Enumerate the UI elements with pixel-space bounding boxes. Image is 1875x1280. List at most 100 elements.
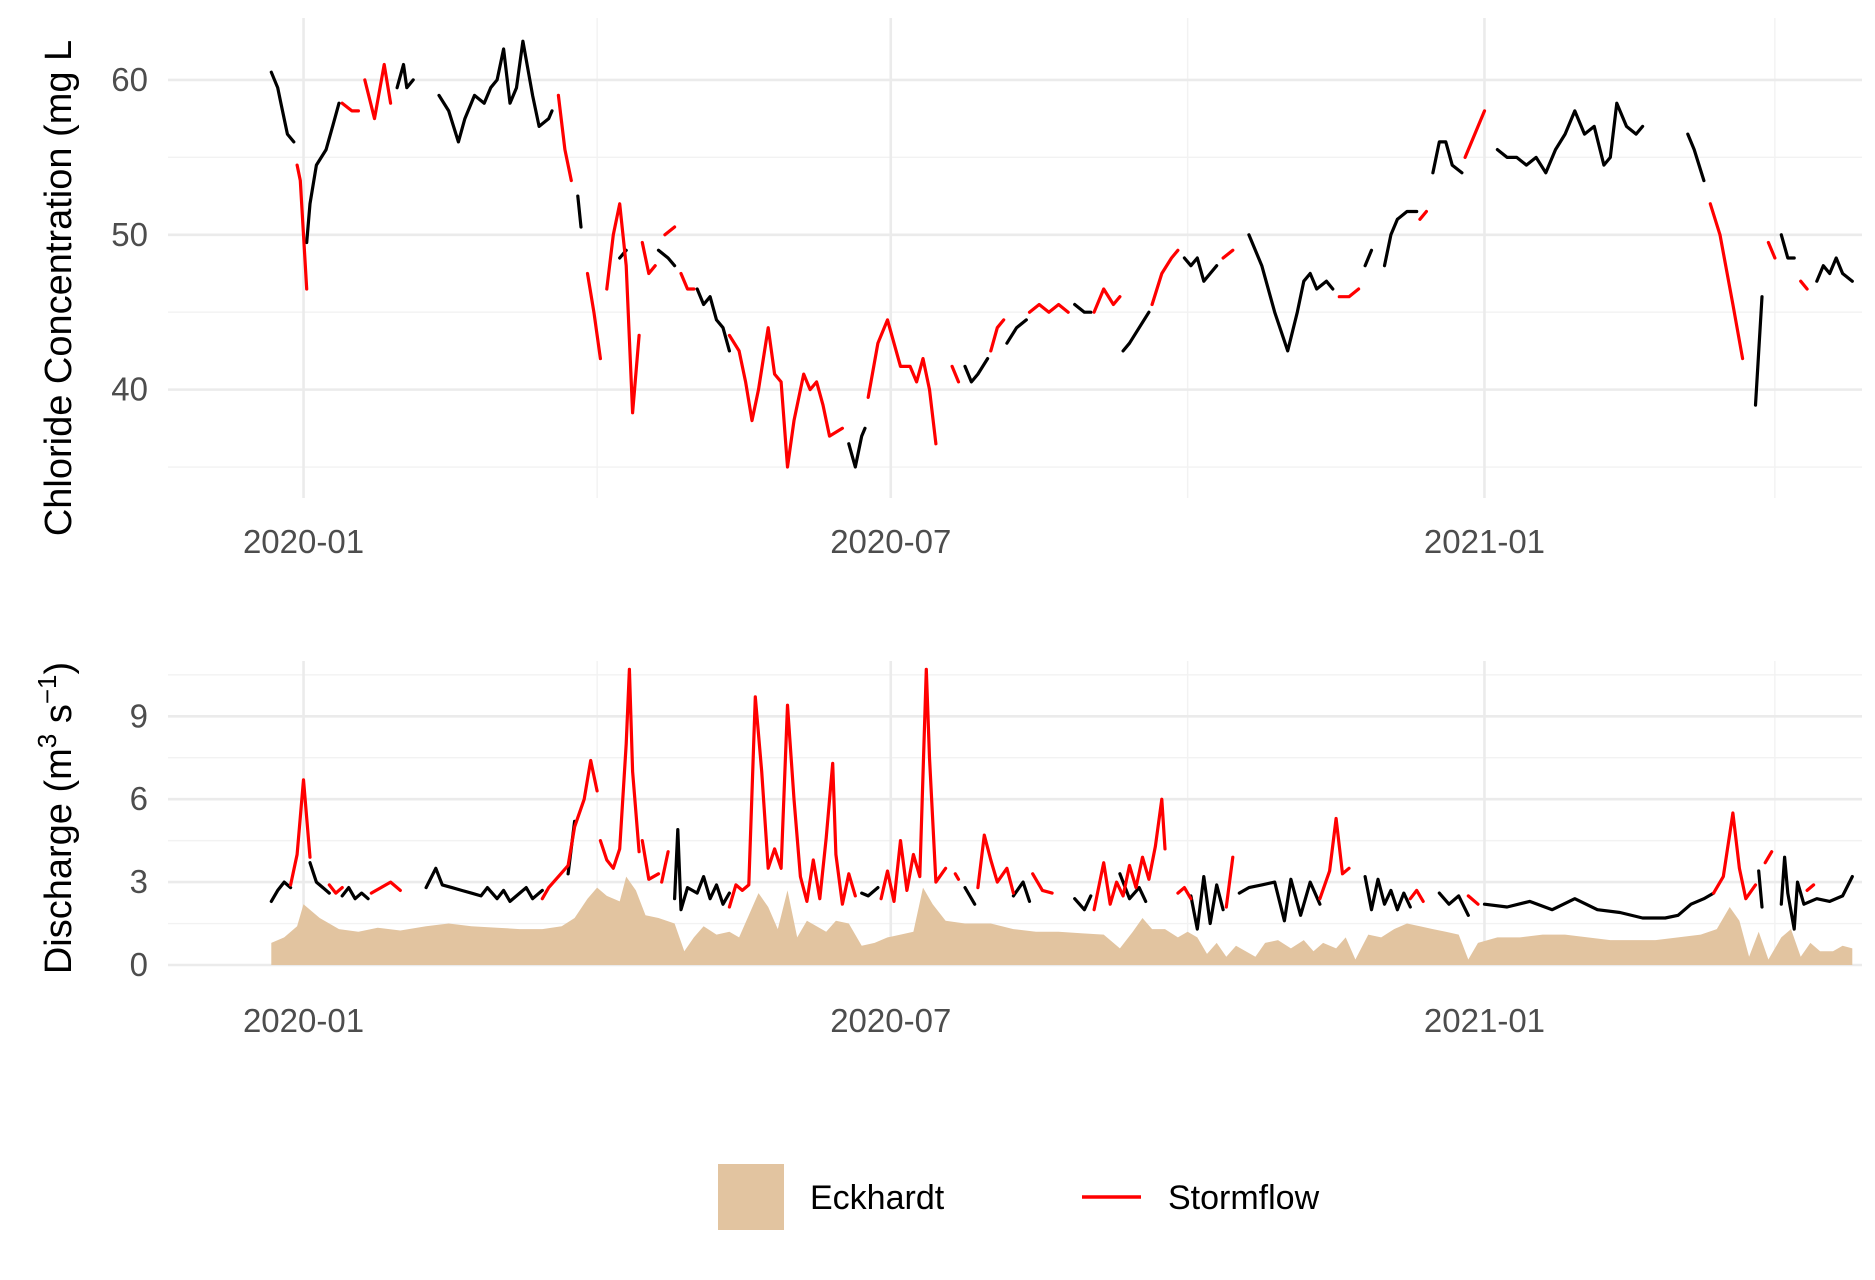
discharge-stormflow-segment	[1176, 885, 1193, 901]
chloride-baseflow-segment	[1495, 101, 1645, 175]
chloride-baseflow-segment	[1182, 256, 1219, 283]
chloride-y-axis-title: Chloride Concentration (mg L	[38, 40, 80, 536]
chloride-x-tick-label: 2020-01	[243, 523, 364, 560]
chloride-panel: 40 50 60 2020-01 2020-07 2021-01 Chloride Co…	[38, 18, 1862, 560]
discharge-stormflow-segment	[1805, 883, 1816, 893]
chloride-baseflow-segment	[1363, 248, 1374, 268]
discharge-stormflow-segment	[540, 758, 599, 901]
discharge-baseflow-segment	[308, 861, 331, 895]
chloride-baseflow-segment	[576, 194, 583, 229]
discharge-baseflow-segment	[1363, 874, 1412, 912]
chloride-baseflow-segment	[395, 62, 415, 90]
chloride-stormflow-segment	[1092, 287, 1122, 314]
chloride-stormflow-segment	[1027, 302, 1070, 314]
discharge-stormflow-segment	[1318, 816, 1351, 901]
discharge-baseflow-segment	[860, 885, 880, 898]
chloride-stormflow-segment	[340, 101, 360, 113]
chloride-x-ticks: 2020-01 2020-07 2021-01	[243, 523, 1545, 560]
discharge-baseflow-segment	[1779, 855, 1854, 931]
discharge-baseflow-segment	[1011, 880, 1032, 904]
chloride-baseflow-segment	[1753, 295, 1764, 407]
chloride-y-tick-label: 60	[111, 61, 148, 98]
chloride-y-ticks: 40 50 60	[111, 61, 148, 408]
chloride-stormflow-segment	[1799, 279, 1809, 291]
discharge-x-tick-label: 2020-07	[830, 1002, 951, 1039]
discharge-baseflow-segment	[1073, 894, 1093, 912]
chloride-baseflow-segment	[1247, 233, 1335, 353]
chloride-stormflow-segment	[295, 163, 309, 291]
discharge-stormflow-segment	[1031, 872, 1054, 895]
chloride-baseflow-segment	[1121, 310, 1151, 353]
legend-label-stormflow: Stormflow	[1168, 1179, 1320, 1217]
discharge-stormflow-segment	[879, 667, 948, 904]
chloride-stormflow-segment	[605, 202, 641, 415]
discharge-baseflow-segment	[1237, 877, 1322, 923]
discharge-baseflow-segment	[269, 880, 293, 904]
legend-label-eckhardt: Eckhardt	[810, 1179, 945, 1217]
discharge-ylabel-sup-3: 3	[32, 734, 62, 748]
discharge-stormflow-segment	[1466, 894, 1480, 906]
legend: Eckhardt Stormflow	[718, 1164, 1320, 1230]
chloride-baseflow-segment	[656, 248, 677, 268]
discharge-y-ticks: 0 3 6 9	[130, 697, 148, 983]
chloride-baseflow-segment	[437, 39, 554, 144]
discharge-y-tick-label: 0	[130, 946, 148, 983]
discharge-y-tick-label: 9	[130, 697, 148, 734]
discharge-ylabel-text-s: s	[38, 704, 80, 734]
legend-swatch-eckhardt	[718, 1164, 784, 1230]
discharge-baseflow-segment	[1189, 874, 1225, 931]
discharge-baseflow-area	[271, 876, 1853, 965]
discharge-baseflow-segment	[424, 866, 544, 904]
chloride-stormflow-segment	[989, 318, 1006, 353]
discharge-x-ticks: 2020-01 2020-07 2021-01	[243, 1002, 1545, 1039]
chloride-x-tick-label: 2021-01	[1424, 523, 1545, 560]
discharge-stormflow-segment	[1224, 855, 1235, 909]
discharge-stormflow-segment	[327, 883, 344, 895]
chloride-baseflow-segment	[1005, 318, 1028, 345]
chloride-series	[269, 39, 1854, 469]
discharge-stormflow-segment	[1092, 797, 1167, 912]
discharge-y-axis-title: Discharge (m3 s−1)	[32, 662, 80, 974]
chloride-stormflow-segment	[363, 62, 393, 121]
chloride-baseflow-segment	[1686, 132, 1706, 183]
discharge-stormflow-segment	[1408, 888, 1425, 904]
chloride-baseflow-segment	[1073, 302, 1093, 314]
chloride-stormflow-segment	[1337, 287, 1361, 299]
discharge-baseflow-segment	[1482, 891, 1716, 920]
chloride-baseflow-segment	[963, 357, 990, 384]
discharge-ylabel-sup-minus1: −1	[32, 675, 62, 705]
chloride-stormflow-segment	[1150, 248, 1180, 307]
chloride-stormflow-segment	[585, 271, 603, 361]
discharge-stormflow-segment	[953, 872, 961, 881]
discharge-stormflow-segment	[369, 880, 402, 895]
chloride-y-tick-label: 50	[111, 216, 148, 253]
chloride-stormflow-segment	[640, 240, 657, 276]
chloride-baseflow-segment	[695, 287, 732, 353]
chloride-baseflow-segment	[1815, 256, 1854, 283]
discharge-stormflow-segment	[1711, 811, 1758, 901]
chloride-stormflow-segment	[950, 364, 961, 384]
discharge-series	[269, 667, 1854, 931]
chloride-y-tick-label: 40	[111, 371, 148, 408]
discharge-baseflow-segment	[963, 885, 977, 906]
chloride-baseflow-segment	[1779, 233, 1796, 260]
discharge-baseflow-segment	[1757, 869, 1764, 909]
chloride-gridlines	[168, 18, 1862, 498]
discharge-stormflow-segment	[976, 833, 1016, 895]
discharge-stormflow-segment	[289, 778, 312, 887]
chloride-stormflow-segment	[1463, 109, 1487, 159]
discharge-baseflow-segment	[1437, 891, 1470, 917]
discharge-baseflow-segment	[340, 885, 370, 901]
discharge-stormflow-segment	[727, 695, 857, 909]
chloride-baseflow-segment	[1431, 140, 1464, 175]
eckhardt-baseflow-area	[271, 876, 1853, 965]
discharge-gridlines	[168, 661, 1862, 967]
discharge-x-tick-label: 2020-01	[243, 1002, 364, 1039]
discharge-y-tick-label: 6	[130, 780, 148, 817]
chloride-stormflow-segment	[1418, 209, 1429, 221]
discharge-ylabel-close: )	[38, 662, 80, 675]
discharge-baseflow-segment	[672, 827, 732, 912]
